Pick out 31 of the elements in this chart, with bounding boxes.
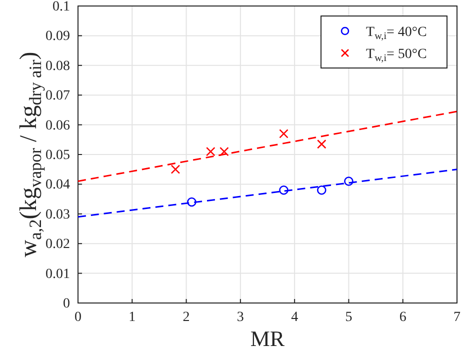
x-tick-label: 5: [345, 310, 352, 325]
point: [220, 146, 229, 156]
point: [316, 139, 326, 149]
point: [279, 129, 288, 138]
y-tick-label: 0.04: [46, 178, 70, 193]
y-tick-label: 0.06: [46, 118, 70, 134]
point: [279, 185, 288, 195]
x-tick-label: 1: [128, 310, 136, 325]
point: [316, 185, 326, 195]
y-tick-label: 0.07: [46, 88, 70, 104]
legend-label: T$_{w,i}$= 40°C: [366, 25, 427, 42]
x-tick-label: 6: [399, 310, 406, 325]
y-tick-label: 0.05: [46, 148, 70, 163]
point: [344, 176, 354, 186]
y-tick-label: 0.09: [46, 29, 70, 44]
point: [187, 197, 196, 207]
legend-label: T$_{w,i}$= 50°C: [366, 47, 427, 64]
x-tick-label: 7: [454, 310, 460, 325]
x-tick-label: 2: [182, 310, 190, 325]
point: [170, 164, 180, 174]
y-tick-label: 0.01: [46, 266, 70, 282]
y-tick-label: 0.02: [46, 237, 70, 252]
point: [206, 146, 216, 156]
x-tick-label: 4: [291, 310, 298, 325]
y-tick-label: 0.08: [46, 58, 70, 74]
y-tick-label: 0.03: [46, 207, 70, 222]
x-axis-title: MR: [250, 326, 285, 351]
y-tick-label: 0.1: [52, 0, 70, 14]
x-tick-label: 0: [74, 310, 82, 325]
x-tick-label: 3: [236, 310, 244, 325]
y-tick-label: 0: [63, 296, 70, 312]
